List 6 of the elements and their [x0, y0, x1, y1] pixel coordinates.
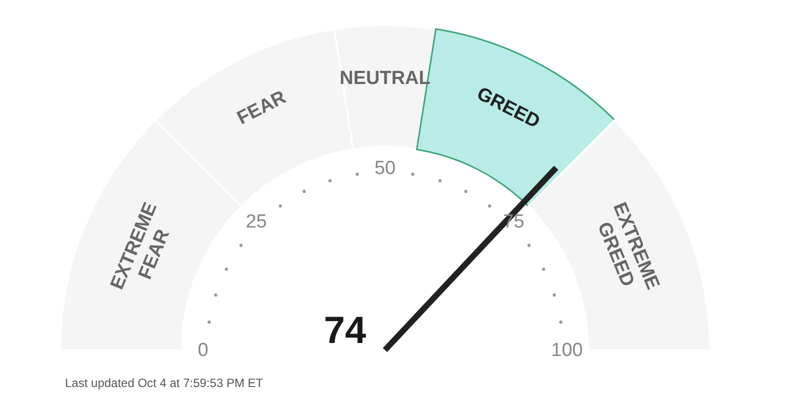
text: Last updated Oct 4 at 7:59:53 PM ET [65, 376, 264, 390]
text: 25 [246, 211, 267, 232]
text: 50 [374, 158, 396, 179]
text: 100 [551, 340, 583, 361]
text: 0 [198, 340, 208, 361]
text: 74 [324, 310, 366, 352]
